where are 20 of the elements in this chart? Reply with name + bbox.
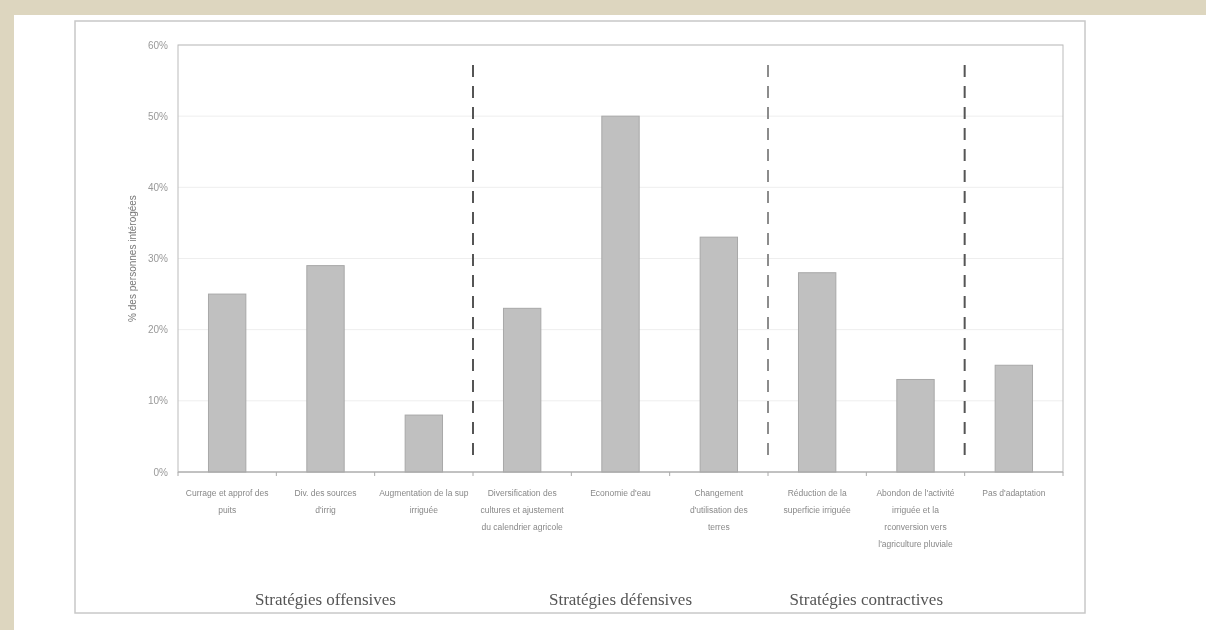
x-tick-label: Currage et approf des puits	[185, 488, 269, 515]
x-tick-label: Changement d'utilisation des terres	[689, 488, 748, 532]
text: Stratégies défensives	[548, 590, 693, 609]
x-tick-label: Réduction de la superficie irriguée	[783, 488, 851, 515]
y-tick-label: 50%	[147, 110, 169, 122]
y-axis-title: % des personnes intérogées	[127, 195, 138, 322]
y-tick-label: 60%	[147, 39, 169, 51]
x-tick-label: Pas d'adaptation	[982, 488, 1046, 498]
text: Stratégies offensives	[255, 590, 396, 609]
x-tick-label: Abondon de l'activité irriguée et la rconversion vers l'agriculture pluviale	[876, 488, 955, 549]
x-tick-label: Diversification des cultures et ajustement du calendrier agricole	[480, 488, 565, 532]
y-tick-label: 0%	[153, 466, 169, 478]
y-tick-label: 20%	[147, 324, 169, 336]
y-tick-label: 30%	[147, 253, 169, 264]
y-tick-label: 40%	[147, 181, 169, 193]
y-tick-label: 10%	[147, 395, 169, 407]
x-tick-label: Augmentation de la sup irriguée	[379, 488, 469, 515]
x-tick-label: Div. des sources d'irrig	[294, 488, 357, 515]
text: Stratégies contractives	[789, 590, 944, 609]
x-tick-label: Economie d'eau	[590, 488, 652, 498]
